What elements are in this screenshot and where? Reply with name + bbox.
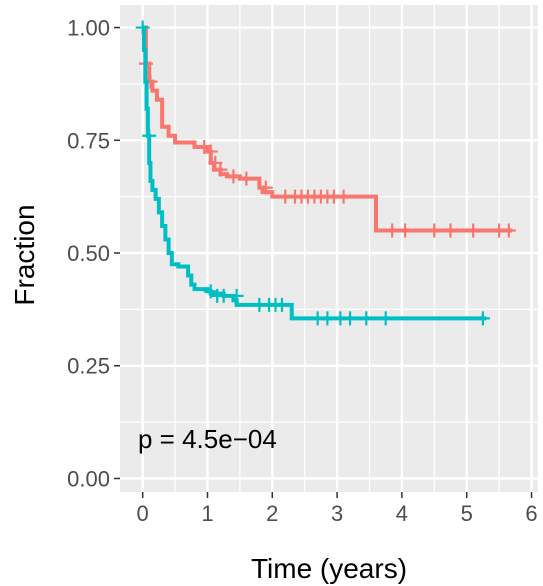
censor-mark (135, 20, 150, 35)
censor-mark (203, 144, 218, 159)
censor-mark (378, 311, 393, 326)
x-tick-label: 2 (266, 501, 278, 526)
p-value-annotation: p = 4.5e−04 (138, 424, 277, 454)
censor-mark (239, 171, 254, 186)
censor-mark (398, 223, 413, 238)
censor-mark (216, 288, 231, 303)
censor-mark (213, 162, 228, 177)
censor-mark (258, 180, 273, 195)
censor-mark (226, 169, 241, 184)
censor-mark (320, 311, 335, 326)
censor-mark (443, 223, 458, 238)
panel-background (120, 5, 538, 492)
y-tick-label: 0.75 (67, 128, 110, 153)
censor-mark (385, 223, 400, 238)
x-tick-label: 5 (461, 501, 473, 526)
censor-mark (466, 223, 481, 238)
censor-mark (501, 223, 516, 238)
censor-mark (336, 189, 351, 204)
censor-mark (142, 128, 157, 143)
y-tick-label: 1.00 (67, 16, 110, 41)
grid (120, 5, 538, 492)
x-tick-label: 3 (331, 501, 343, 526)
x-axis-title: Time (years) (251, 553, 407, 584)
y-axis-title: Fraction (9, 204, 40, 305)
censor-mark (427, 223, 442, 238)
y-tick-label: 0.00 (67, 466, 110, 491)
axis-ticks: 0 1 2 3 4 5 6 0.00 0.25 0.50 0.75 1.00 (67, 16, 537, 526)
x-tick-label: 4 (396, 501, 408, 526)
censor-mark (229, 288, 244, 303)
censor-mark (275, 297, 290, 312)
x-tick-label: 6 (525, 501, 537, 526)
censor-mark (359, 311, 374, 326)
x-tick-label: 0 (137, 501, 149, 526)
x-tick-label: 1 (201, 501, 213, 526)
censor-mark (475, 311, 490, 326)
y-tick-label: 0.50 (67, 241, 110, 266)
censor-mark (343, 311, 358, 326)
y-tick-label: 0.25 (67, 354, 110, 379)
series-layer (135, 20, 516, 326)
